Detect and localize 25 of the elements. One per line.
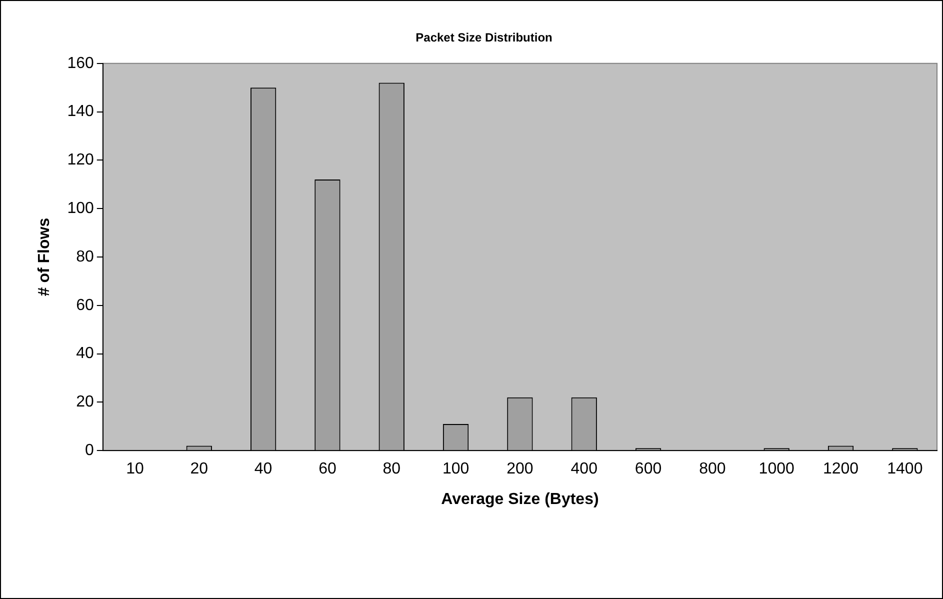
y-tick-label: 20 (76, 394, 94, 411)
x-tick-label: 100 (442, 460, 470, 478)
x-tick-label: 400 (570, 460, 598, 478)
y-tick-label: 160 (67, 54, 94, 72)
y-tick-label: 80 (76, 248, 94, 266)
x-tick-label: 10 (126, 460, 144, 478)
y-tick-label: 0 (84, 442, 94, 460)
x-tick-label: 80 (382, 460, 401, 478)
x-tick-label: 1400 (887, 460, 923, 478)
x-tick-label: 800 (699, 460, 726, 478)
y-tick-label: 40 (76, 345, 94, 362)
x-tick-label: 20 (190, 460, 208, 478)
y-tick-label: 140 (67, 103, 94, 120)
x-tick-label: 1200 (822, 460, 859, 478)
x-tick-label: 600 (634, 460, 662, 478)
y-tick-label: 100 (67, 200, 94, 218)
x-axis-title: Average Size (Bytes) (441, 490, 599, 508)
y-axis-title: # of Flows (36, 218, 54, 296)
x-tick-label: 1000 (758, 460, 794, 478)
x-tick-label: 60 (318, 460, 336, 478)
chart-title: Packet Size Distribution (416, 30, 552, 45)
x-tick-label: 200 (506, 460, 534, 478)
y-tick-label: 120 (67, 152, 94, 169)
x-tick-label: 40 (254, 460, 272, 478)
y-tick-label: 60 (76, 296, 94, 314)
